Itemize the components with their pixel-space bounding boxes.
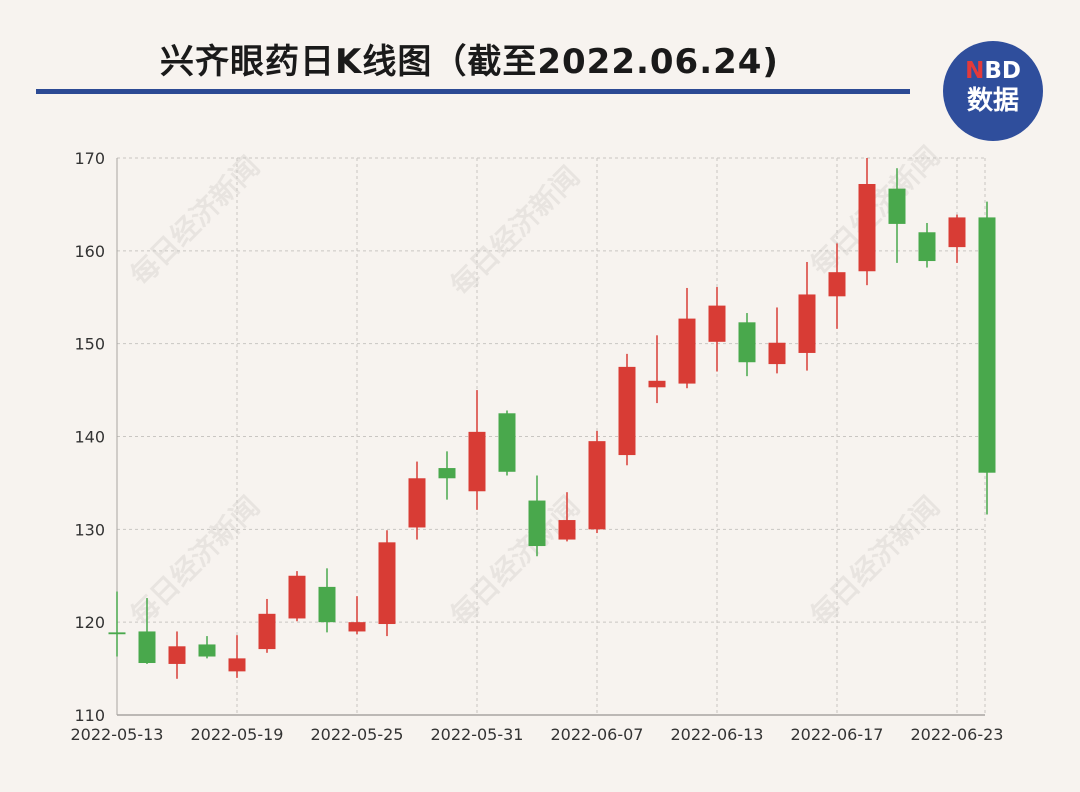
candle-body — [618, 366, 636, 456]
candle-body — [558, 520, 576, 540]
candle-body — [258, 613, 276, 650]
x-tick-label: 2022-05-25 — [311, 725, 404, 744]
candle-body — [408, 478, 426, 528]
logo-line2: 数据 — [966, 86, 1019, 116]
candle-body — [798, 294, 816, 353]
x-tick-label: 2022-05-31 — [431, 725, 524, 744]
candle-body — [828, 272, 846, 297]
candle-body — [768, 342, 786, 365]
logo-rest: BD — [984, 58, 1021, 84]
y-tick-label: 130 — [74, 520, 105, 539]
y-tick-label: 120 — [74, 613, 105, 632]
candle-body — [678, 318, 696, 384]
candle-body — [378, 542, 396, 625]
y-tick-label: 150 — [74, 335, 105, 354]
candle-body — [738, 322, 756, 363]
candle-body — [648, 380, 666, 388]
logo-accent: N — [965, 58, 985, 84]
candle-body — [528, 500, 546, 547]
y-tick-label: 110 — [74, 706, 105, 725]
y-tick-label: 140 — [74, 428, 105, 447]
candle-body — [918, 232, 936, 262]
y-tick-label: 170 — [74, 149, 105, 168]
title-underline — [36, 89, 910, 94]
candle-body — [288, 575, 306, 619]
candle-body — [228, 658, 246, 672]
candle-body — [888, 188, 906, 224]
chart-title: 兴齐眼药日K线图（截至2022.06.24) — [160, 42, 779, 82]
y-tick-label: 160 — [74, 242, 105, 261]
candle-body — [168, 646, 186, 664]
candle-body — [858, 183, 876, 272]
candle-body — [318, 586, 336, 623]
x-tick-label: 2022-06-23 — [911, 725, 1004, 744]
candle-body — [438, 468, 456, 479]
x-tick-label: 2022-06-13 — [671, 725, 764, 744]
candle-body — [978, 217, 996, 473]
candle-body — [198, 644, 216, 657]
nbd-logo: NBD 数据 — [943, 41, 1043, 141]
candle-body — [108, 632, 126, 635]
logo-line1: NBD — [943, 58, 1043, 84]
candle-body — [468, 431, 486, 492]
x-tick-label: 2022-06-17 — [791, 725, 884, 744]
x-tick-label: 2022-06-07 — [551, 725, 644, 744]
x-tick-label: 2022-05-19 — [191, 725, 284, 744]
candle-body — [348, 622, 366, 632]
x-tick-label: 2022-05-13 — [71, 725, 164, 744]
candle-body — [708, 305, 726, 342]
candle-body — [948, 217, 966, 248]
candle-body — [588, 441, 606, 530]
candle-body — [498, 413, 516, 472]
candle-body — [138, 631, 156, 664]
